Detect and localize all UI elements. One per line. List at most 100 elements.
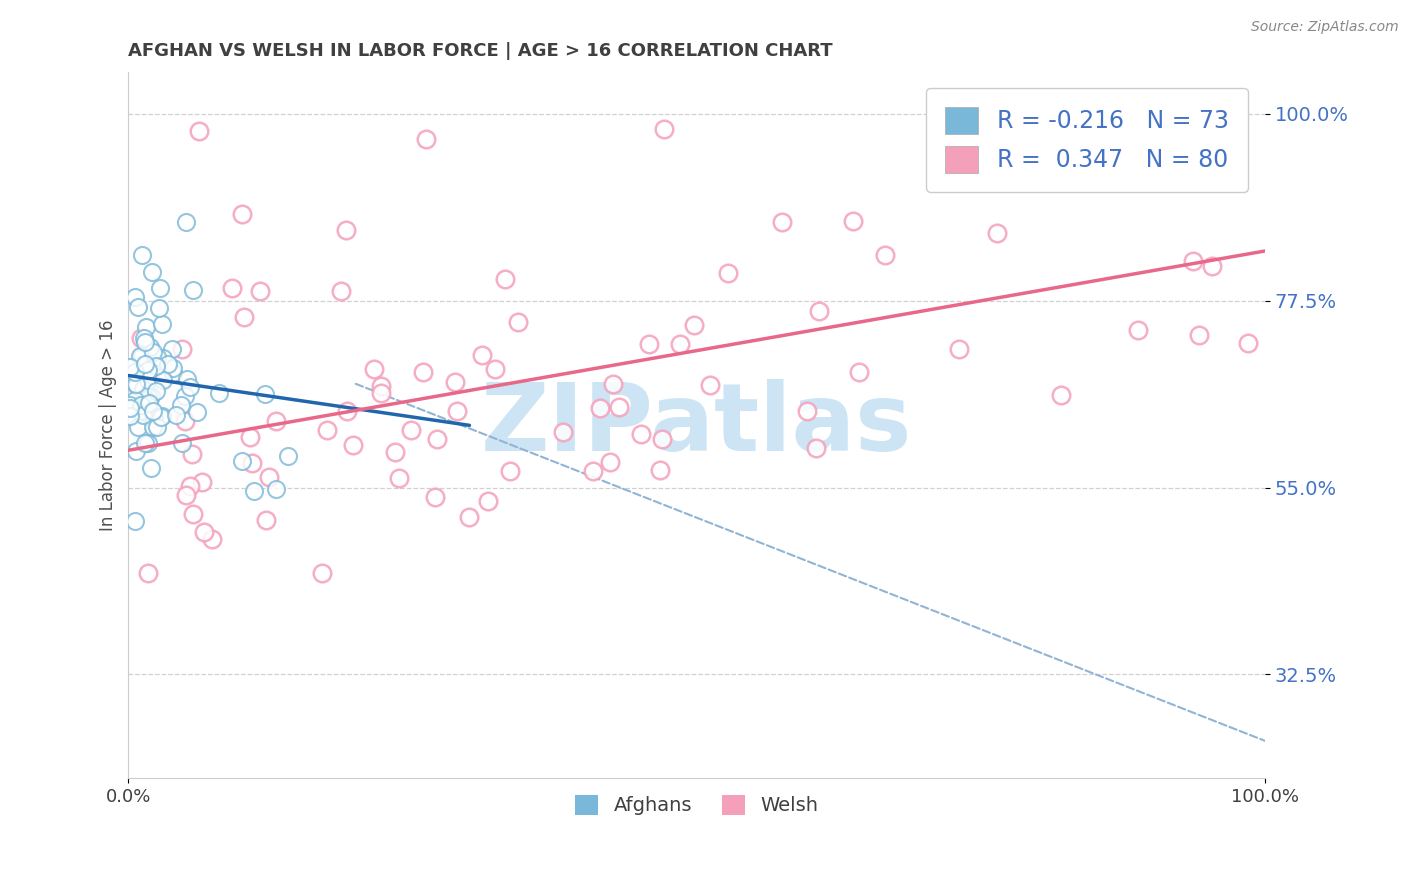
Point (152, 374, 174, 388)
Point (796, 403, 818, 417)
Point (242, 484, 264, 499)
Point (669, 337, 692, 351)
Point (699, 377, 721, 392)
Point (311, 566, 333, 580)
Point (363, 362, 385, 376)
Point (176, 372, 198, 386)
Point (134, 335, 156, 350)
Point (129, 350, 152, 364)
Point (162, 366, 184, 380)
Point (193, 525, 215, 540)
Point (129, 331, 152, 345)
Point (335, 223, 357, 237)
Point (134, 436, 156, 450)
Point (848, 365, 870, 379)
Point (426, 432, 449, 446)
Point (148, 281, 170, 295)
Point (125, 376, 148, 391)
Text: ZIPatlas: ZIPatlas (481, 379, 912, 471)
Point (238, 430, 260, 444)
Point (150, 409, 173, 423)
Point (181, 447, 204, 461)
Point (120, 359, 142, 374)
Point (131, 409, 153, 423)
Point (477, 494, 499, 508)
Point (150, 317, 173, 331)
Point (118, 409, 141, 424)
Point (142, 362, 165, 376)
Point (139, 340, 162, 354)
Point (165, 408, 187, 422)
Point (401, 423, 423, 437)
Point (770, 215, 793, 229)
Point (134, 357, 156, 371)
Point (142, 420, 165, 434)
Point (384, 444, 406, 458)
Point (1237, 336, 1260, 351)
Point (127, 300, 149, 314)
Point (135, 320, 157, 334)
Point (125, 378, 148, 392)
Point (152, 351, 174, 366)
Point (179, 479, 201, 493)
Point (125, 443, 148, 458)
Point (162, 361, 184, 376)
Point (1201, 259, 1223, 273)
Point (1049, 388, 1071, 402)
Point (127, 420, 149, 434)
Point (233, 310, 256, 325)
Point (146, 350, 169, 364)
Point (148, 301, 170, 316)
Point (1119, 141, 1142, 155)
Point (808, 303, 831, 318)
Point (170, 342, 193, 356)
Text: Source: ZipAtlas.com: Source: ZipAtlas.com (1251, 20, 1399, 34)
Point (188, 123, 211, 137)
Point (415, 132, 437, 146)
Point (173, 414, 195, 428)
Point (135, 392, 157, 407)
Point (142, 344, 165, 359)
Point (132, 382, 155, 396)
Point (498, 464, 520, 478)
Point (316, 424, 339, 438)
Legend: Afghans, Welsh: Afghans, Welsh (565, 785, 828, 825)
Point (160, 343, 183, 357)
Point (1188, 328, 1211, 343)
Point (124, 290, 146, 304)
Point (142, 404, 165, 418)
Point (654, 122, 676, 136)
Point (588, 401, 610, 415)
Point (138, 396, 160, 410)
Point (986, 226, 1008, 240)
Point (412, 365, 434, 379)
Point (170, 435, 193, 450)
Point (806, 442, 828, 456)
Point (174, 215, 197, 229)
Point (136, 372, 159, 386)
Point (134, 331, 156, 345)
Point (599, 455, 621, 469)
Point (506, 315, 529, 329)
Point (717, 266, 740, 280)
Point (141, 265, 163, 279)
Point (128, 404, 150, 418)
Point (254, 513, 277, 527)
Point (458, 509, 481, 524)
Point (471, 347, 494, 361)
Point (277, 450, 299, 464)
Point (138, 363, 160, 377)
Point (170, 398, 193, 412)
Point (257, 470, 280, 484)
Point (494, 272, 516, 286)
Point (264, 482, 287, 496)
Point (131, 349, 153, 363)
Point (191, 475, 214, 490)
Point (231, 454, 253, 468)
Point (208, 386, 231, 401)
Point (651, 432, 673, 446)
Point (181, 283, 204, 297)
Point (124, 365, 146, 379)
Point (181, 508, 204, 522)
Point (143, 411, 166, 425)
